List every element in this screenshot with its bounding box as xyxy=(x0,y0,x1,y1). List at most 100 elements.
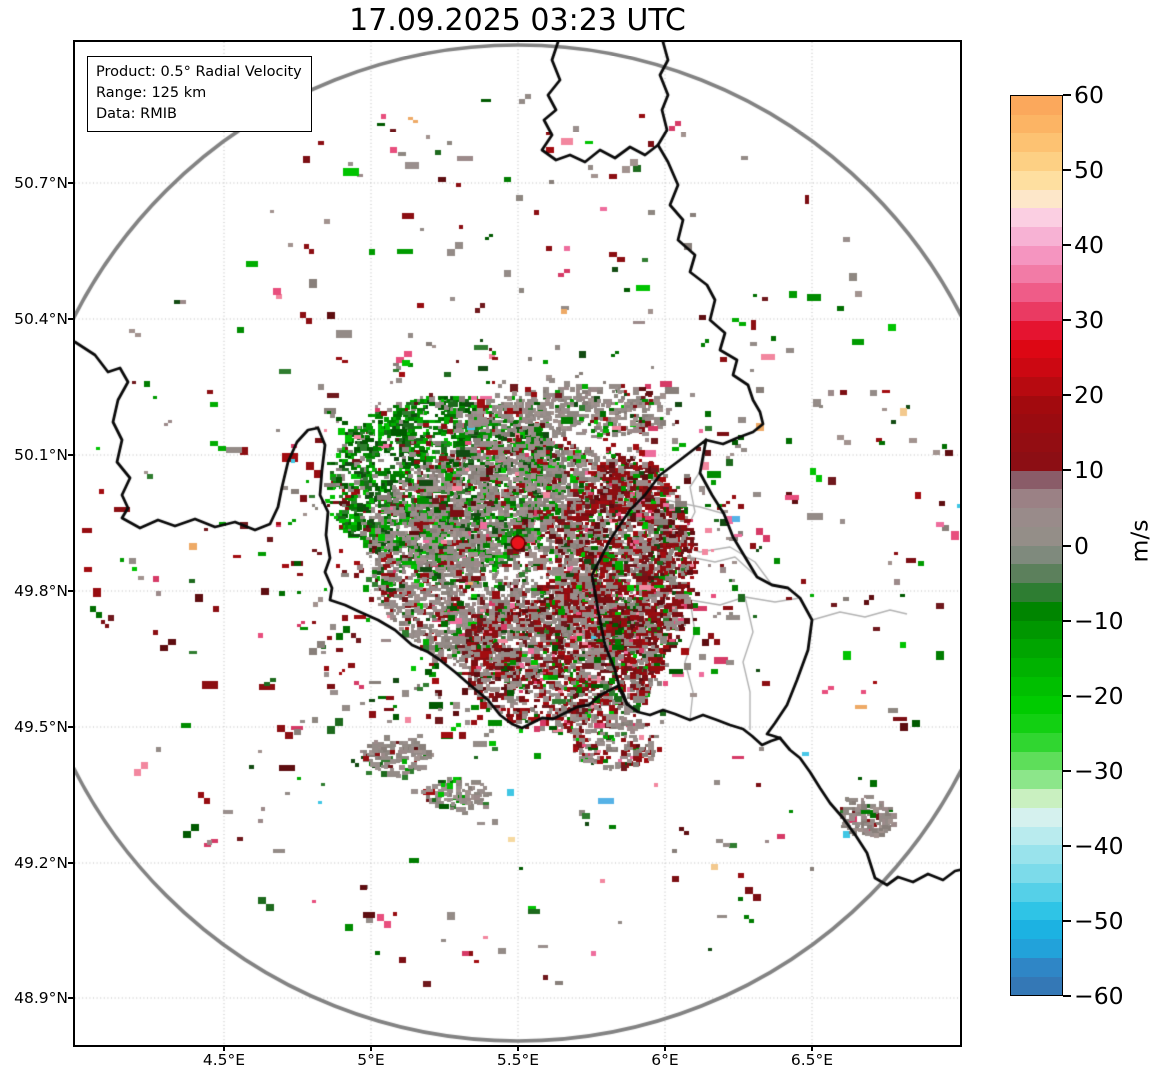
x-tick-label: 5.5°E xyxy=(496,1051,540,1069)
colorbar-segment xyxy=(1011,770,1062,790)
colorbar-segment xyxy=(1011,751,1062,771)
colorbar-segment xyxy=(1011,451,1062,471)
y-tick-label: 50.1°N xyxy=(14,446,68,464)
colorbar-segment xyxy=(1011,302,1062,321)
x-tick-mark xyxy=(664,1046,666,1051)
colorbar-segment xyxy=(1011,227,1062,246)
x-tick-mark xyxy=(811,1046,813,1051)
y-tick-mark xyxy=(68,454,73,456)
colorbar-tick-mark xyxy=(1063,619,1071,622)
colorbar-tick-label: −50 xyxy=(1074,906,1124,935)
radar-map-canvas xyxy=(75,42,960,1045)
colorbar-segment xyxy=(1011,939,1062,958)
colorbar-tick-mark xyxy=(1063,394,1071,397)
colorbar-segment xyxy=(1011,133,1062,153)
colorbar-segment xyxy=(1011,789,1062,808)
colorbar-tick-label: 30 xyxy=(1074,306,1104,335)
colorbar-tick-label: 10 xyxy=(1074,456,1104,485)
colorbar-segment xyxy=(1011,377,1062,396)
y-tick-label: 50.4°N xyxy=(14,310,68,328)
colorbar-segment xyxy=(1011,152,1062,171)
colorbar-segment xyxy=(1011,264,1062,284)
colorbar-tick-label: −60 xyxy=(1074,982,1124,1010)
colorbar-segment xyxy=(1011,639,1062,659)
y-tick-label: 49.5°N xyxy=(14,718,68,736)
colorbar-segment xyxy=(1011,901,1062,921)
colorbar-segment xyxy=(1011,714,1062,733)
info-range-line: Range: 125 km xyxy=(96,85,207,101)
colorbar-segment xyxy=(1011,114,1062,134)
colorbar-segment xyxy=(1011,676,1062,696)
colorbar-segment xyxy=(1011,433,1062,452)
colorbar-unit-label: m/s xyxy=(1125,519,1154,563)
y-tick-mark xyxy=(68,997,73,999)
y-tick-mark xyxy=(68,318,73,320)
colorbar-segment xyxy=(1011,189,1062,209)
colorbar-segment xyxy=(1011,245,1062,265)
x-tick-label: 4.5°E xyxy=(202,1051,246,1069)
colorbar-segment xyxy=(1011,395,1062,415)
colorbar-tick-mark xyxy=(1063,94,1071,96)
colorbar-tick-mark xyxy=(1063,694,1071,697)
colorbar-segment xyxy=(1011,826,1062,846)
colorbar-tick-label: 50 xyxy=(1074,156,1104,185)
colorbar-tick-label: 60 xyxy=(1074,81,1104,109)
page-title: 17.09.2025 03:23 UTC xyxy=(349,3,686,38)
colorbar-tick-label: 20 xyxy=(1074,381,1104,410)
colorbar-segment xyxy=(1011,601,1062,621)
colorbar-tick-mark xyxy=(1063,769,1071,772)
y-tick-label: 49.8°N xyxy=(14,582,68,600)
colorbar-segment xyxy=(1011,489,1062,509)
colorbar-segment xyxy=(1011,508,1062,527)
colorbar-segment xyxy=(1011,882,1062,902)
colorbar-segment xyxy=(1011,732,1062,752)
y-tick-mark xyxy=(68,590,73,592)
colorbar-tick-label: −30 xyxy=(1074,756,1124,785)
colorbar-segment xyxy=(1011,864,1062,883)
colorbar-segment xyxy=(1011,620,1062,640)
colorbar-tick-label: −10 xyxy=(1074,606,1124,635)
colorbar-tick-mark xyxy=(1063,244,1071,247)
colorbar-segment xyxy=(1011,976,1062,996)
x-tick-label: 6°E xyxy=(651,1051,679,1069)
colorbar-segment xyxy=(1011,658,1062,677)
info-source-line: Data: RMIB xyxy=(96,106,177,122)
colorbar-segment xyxy=(1011,807,1062,827)
colorbar-segment xyxy=(1011,920,1062,940)
colorbar-segment xyxy=(1011,414,1062,434)
x-tick-label: 5°E xyxy=(357,1051,385,1069)
colorbar-segment xyxy=(1011,358,1062,378)
colorbar-tick-label: 40 xyxy=(1074,231,1104,260)
colorbar-segment xyxy=(1011,564,1062,584)
y-tick-mark xyxy=(68,726,73,728)
colorbar-segment xyxy=(1011,470,1062,490)
y-tick-mark xyxy=(68,182,73,184)
colorbar-tick-mark xyxy=(1063,844,1071,847)
colorbar-segment xyxy=(1011,208,1062,228)
y-tick-mark xyxy=(68,862,73,864)
info-product-line: Product: 0.5° Radial Velocity xyxy=(96,64,302,80)
colorbar-segment xyxy=(1011,96,1062,115)
colorbar-tick-mark xyxy=(1063,995,1071,997)
y-tick-label: 49.2°N xyxy=(14,854,68,872)
colorbar-tick-label: −20 xyxy=(1074,681,1124,710)
colorbar-segment xyxy=(1011,695,1062,715)
colorbar-tick-label: 0 xyxy=(1074,531,1089,560)
info-box: Product: 0.5° Radial Velocity Range: 125… xyxy=(87,56,312,132)
y-tick-label: 48.9°N xyxy=(14,989,68,1007)
colorbar-segment xyxy=(1011,526,1062,546)
colorbar xyxy=(1010,95,1063,996)
colorbar-tick-mark xyxy=(1063,169,1071,172)
colorbar-segment xyxy=(1011,320,1062,340)
colorbar-segment xyxy=(1011,339,1062,359)
colorbar-segment xyxy=(1011,845,1062,865)
colorbar-tick-label: −40 xyxy=(1074,831,1124,860)
colorbar-tick-mark xyxy=(1063,319,1071,322)
colorbar-segment xyxy=(1011,583,1062,602)
colorbar-tick-mark xyxy=(1063,469,1071,472)
colorbar-tick-mark xyxy=(1063,544,1071,547)
colorbar-segment xyxy=(1011,545,1062,565)
x-tick-mark xyxy=(370,1046,372,1051)
x-tick-mark xyxy=(517,1046,519,1051)
